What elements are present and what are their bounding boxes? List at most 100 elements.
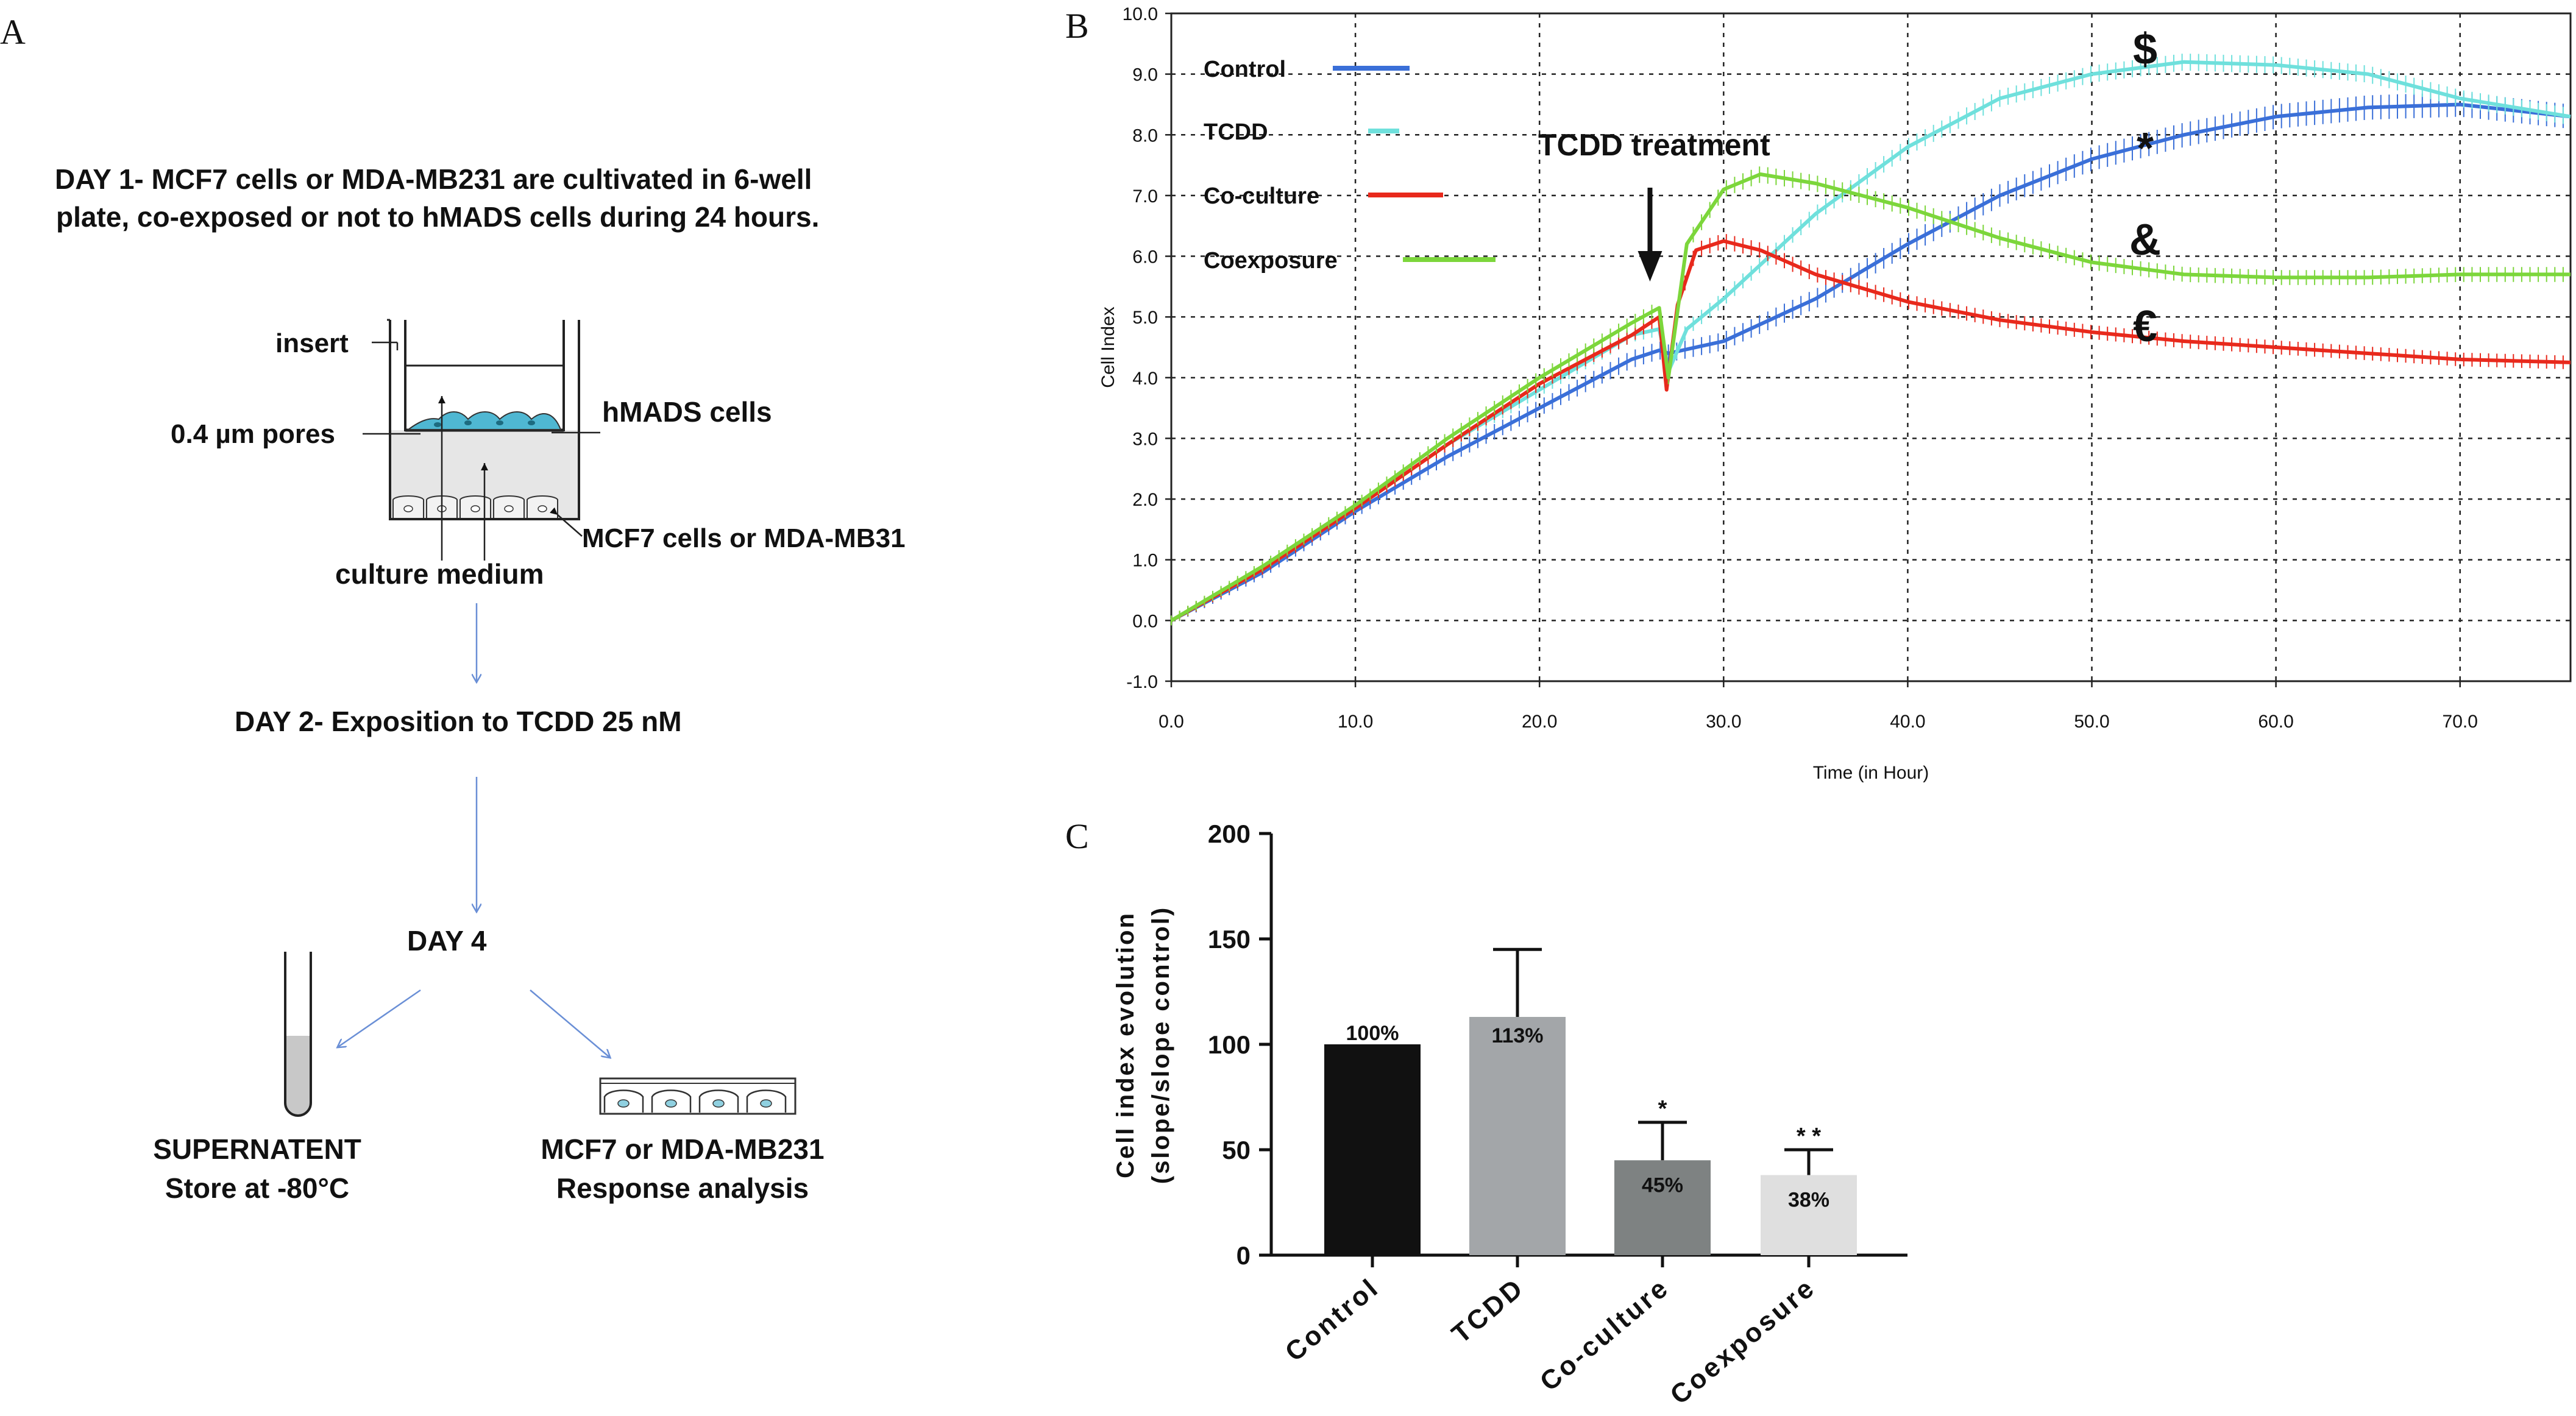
- b-significance-mark: $: [2133, 25, 2157, 74]
- b-legend-label: Control: [1204, 57, 1286, 82]
- c-bar: [1761, 1175, 1857, 1255]
- supernatant-line2: Store at -80°C: [165, 1172, 349, 1204]
- label-insert: insert: [275, 328, 349, 358]
- culture-plate-icon: [599, 1077, 797, 1115]
- mcf7-cells: [392, 495, 558, 518]
- tcdd-treatment-arrow: [1637, 188, 1662, 281]
- panel-c-bar-chart: C 0 50 100 150 200 100% Control 113% TCDD 45% * Co…: [1065, 816, 1907, 1411]
- b-y-tick-label: 9.0: [1132, 65, 1158, 85]
- b-grid: [1171, 13, 2571, 681]
- b-series-line: [1170, 239, 2571, 623]
- b-significance-marks: $ * & €: [2129, 25, 2161, 351]
- b-y-tick-label: 1.0: [1132, 551, 1158, 571]
- b-series: [1170, 54, 2571, 626]
- b-y-tick-label: 7.0: [1132, 186, 1158, 207]
- b-plot-frame: [1170, 12, 2572, 682]
- c-y-axis-label-line1: Cell index evolution: [1112, 912, 1139, 1178]
- b-legend: Control TCDD Co-culture Coexposure: [1204, 57, 1496, 274]
- c-y-tick-label: 0: [1237, 1241, 1251, 1270]
- c-bars: 100% Control 113% TCDD 45% * Co-culture 38% * * C…: [1280, 947, 1857, 1411]
- b-legend-label: Coexposure: [1204, 248, 1338, 274]
- b-y-tick-label: 3.0: [1132, 429, 1158, 449]
- c-significance-mark: *: [1658, 1096, 1667, 1122]
- c-x-tick-label: Coexposure: [1664, 1272, 1821, 1411]
- well-insert-diagram: [363, 319, 600, 561]
- b-x-tick-label: 20.0: [1522, 712, 1557, 732]
- supernatant-line1: SUPERNATENT: [153, 1133, 361, 1165]
- b-x-tick-label: 30.0: [1706, 712, 1741, 732]
- b-series-coexposure: [1170, 166, 2571, 626]
- label-pores: 0.4 µm pores: [171, 419, 335, 449]
- panel-letter-a: A: [0, 12, 26, 52]
- b-error-bars: [1171, 54, 2564, 626]
- hmads-cells: [406, 411, 562, 430]
- b-series-line: [1170, 172, 2571, 622]
- panel-a-schematic: A DAY 1- MCF7 cells or MDA-MB231 are cul…: [0, 12, 906, 1204]
- day1-text-line2: plate, co-exposed or not to hMADS cells …: [56, 201, 819, 233]
- b-legend-label: Co-culture: [1204, 183, 1319, 209]
- c-y-axis-label-line2: (slope/slope control): [1148, 906, 1174, 1184]
- b-x-axis-label: Time (in Hour): [1813, 763, 1929, 783]
- c-value-label: 100%: [1346, 1022, 1399, 1045]
- b-x-tick-label: 60.0: [2258, 712, 2293, 732]
- c-bar-group: 113% TCDD: [1446, 947, 1566, 1349]
- c-y-tick-label: 200: [1208, 820, 1251, 848]
- c-x-tick-label: TCDD: [1446, 1272, 1530, 1349]
- b-x-tick-label: 70.0: [2443, 712, 2478, 732]
- c-value-label: 113%: [1491, 1024, 1543, 1047]
- panel-b-line-chart: B 0.0 10.0 20.0 30.0 40.0 50.0 60.0 70.0 -1.00.…: [1065, 4, 2572, 783]
- b-series-co-culture: [1170, 234, 2571, 626]
- b-y-tick-label: 0.0: [1132, 611, 1158, 631]
- c-value-label: 45%: [1642, 1174, 1683, 1197]
- b-legend-label: TCDD: [1204, 119, 1268, 145]
- b-y-tick-label: 2.0: [1132, 490, 1158, 510]
- b-y-tick-label: 4.0: [1132, 369, 1158, 389]
- c-y-tick-label: 150: [1208, 925, 1251, 954]
- label-mcf7-cells: MCF7 cells or MDA-MB31: [582, 523, 906, 553]
- c-significance-mark: * *: [1797, 1124, 1821, 1149]
- response-line1: MCF7 or MDA-MB231: [541, 1133, 824, 1165]
- b-y-tick-label: 8.0: [1132, 126, 1158, 146]
- b-y-tick-label: 5.0: [1132, 308, 1158, 328]
- c-x-tick-label: Co-culture: [1535, 1272, 1675, 1397]
- b-error-bars: [1171, 234, 2564, 626]
- c-bar: [1469, 1017, 1566, 1255]
- b-x-tick-label: 10.0: [1338, 712, 1373, 732]
- b-series-line: [1170, 102, 2571, 623]
- c-value-label: 38%: [1788, 1189, 1829, 1212]
- panel-letter-b: B: [1065, 6, 1089, 46]
- tube-icon: [284, 952, 312, 1117]
- c-bar: [1324, 1044, 1421, 1255]
- c-y-tick-label: 50: [1222, 1136, 1251, 1164]
- day2-text: DAY 2- Exposition to TCDD 25 nM: [235, 706, 682, 737]
- arrow-to-tube: [338, 989, 421, 1047]
- b-significance-mark: *: [2137, 124, 2154, 173]
- label-hmads-cells: hMADS cells: [602, 396, 772, 428]
- b-x-tick-label: 50.0: [2074, 712, 2109, 732]
- b-x-ticks: 0.0 10.0 20.0 30.0 40.0 50.0 60.0 70.0: [1158, 681, 2478, 732]
- arrow-to-plate: [530, 989, 609, 1057]
- tcdd-treatment-annotation: TCDD treatment: [1538, 128, 1770, 162]
- b-error-bars: [1171, 166, 2564, 626]
- panel-letter-c: C: [1065, 816, 1089, 856]
- b-y-tick-label: 6.0: [1132, 247, 1158, 267]
- label-culture-medium: culture medium: [335, 558, 544, 590]
- b-x-tick-label: 40.0: [1890, 712, 1925, 732]
- b-y-tick-label: 10.0: [1123, 4, 1158, 24]
- c-bar-group: 100% Control: [1280, 1022, 1421, 1367]
- day4-text: DAY 4: [407, 925, 487, 957]
- b-y-tick-label: -1.0: [1126, 672, 1158, 692]
- b-y-ticks: -1.0 0.0 1.0 2.0 3.0 4.0 5.0 6.0 7.0 8.0 9.0 10.0: [1123, 4, 1171, 692]
- c-bar: [1614, 1160, 1711, 1255]
- b-series-line: [1170, 60, 2571, 623]
- b-significance-mark: &: [2129, 216, 2161, 264]
- b-y-axis-label: Cell Index: [1098, 306, 1118, 388]
- b-significance-mark: €: [2133, 302, 2157, 351]
- c-y-tick-label: 100: [1208, 1030, 1251, 1059]
- c-x-tick-label: Control: [1280, 1272, 1385, 1367]
- b-x-tick-label: 0.0: [1158, 712, 1184, 732]
- b-series-tcdd: [1170, 54, 2571, 626]
- day1-text-line1: DAY 1- MCF7 cells or MDA-MB231 are culti…: [55, 163, 812, 195]
- response-line2: Response analysis: [556, 1172, 809, 1204]
